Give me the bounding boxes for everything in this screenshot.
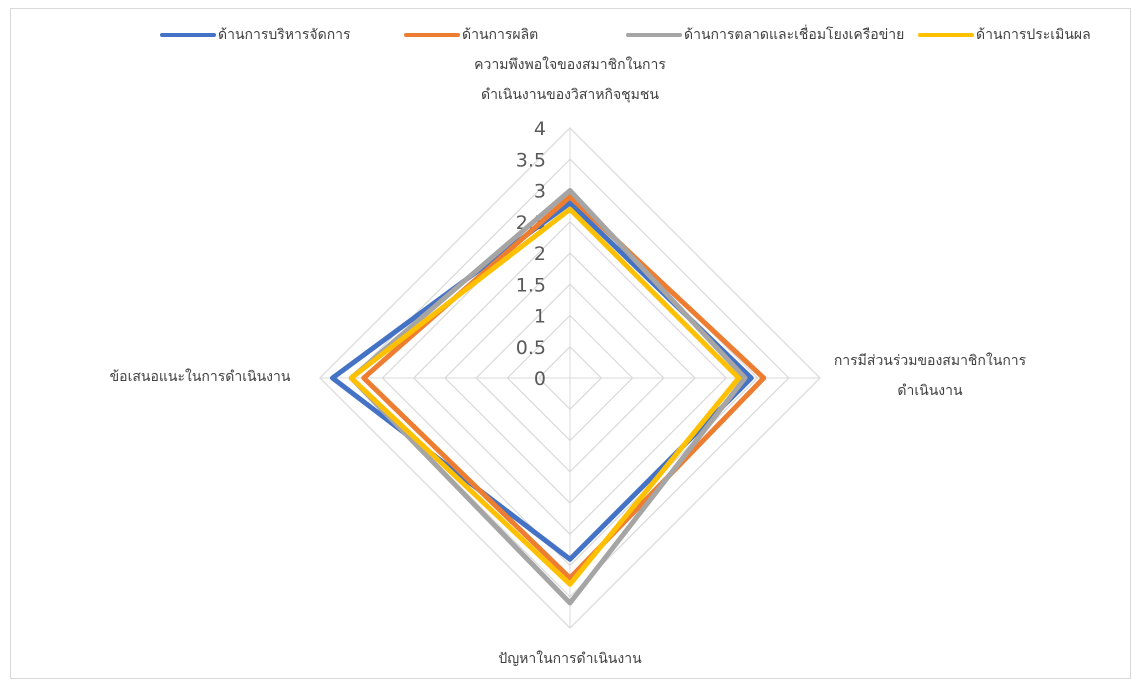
tick-label: 1 — [534, 306, 546, 328]
tick-label: 4 — [534, 118, 546, 140]
tick-label: 3.5 — [516, 149, 546, 171]
tick-label: 2 — [534, 243, 546, 265]
legend-swatch — [404, 33, 460, 37]
category-label-line: ความพึงพอใจของสมาชิกในการ — [474, 57, 666, 73]
tick-label: 3 — [534, 181, 546, 203]
category-label-line: ดำเนินงานของวิสาหกิจชุมชน — [481, 87, 659, 103]
category-label-line: การมีส่วนร่วมของสมาชิกในการ — [833, 353, 1027, 369]
category-label-line: ข้อเสนอแนะในการดำเนินงาน — [109, 369, 291, 385]
category-label: ข้อเสนอแนะในการดำเนินงาน — [80, 362, 320, 392]
tick-label: 0.5 — [516, 337, 546, 359]
category-label: ความพึงพอใจของสมาชิกในการดำเนินงานของวิส… — [420, 50, 720, 110]
legend-swatch — [160, 33, 216, 37]
tick-labels: 00.511.522.533.54 — [516, 118, 546, 390]
tick-label: 0 — [534, 368, 546, 390]
legend-swatch — [918, 33, 974, 37]
series-line — [348, 206, 742, 587]
category-label-line: ปัญหาในการดำเนินงาน — [498, 651, 642, 667]
legend-item: ด้านการบริหารจัดการ — [160, 24, 351, 46]
legend-label: ด้านการตลาดและเชื่อมโยงเครือข่าย — [684, 27, 905, 43]
grid — [319, 127, 821, 629]
tick-label: 1.5 — [516, 274, 546, 296]
legend-swatch — [626, 33, 682, 37]
category-label: การมีส่วนร่วมของสมาชิกในการดำเนินงาน — [780, 346, 1080, 406]
series-line — [348, 188, 748, 606]
category-label: ปัญหาในการดำเนินงาน — [420, 644, 720, 674]
legend-item: ด้านการตลาดและเชื่อมโยงเครือข่าย — [626, 24, 904, 46]
legend: ด้านการบริหารจัดการ ด้านการผลิต ด้านการตลา… — [0, 24, 1133, 44]
category-label-line: ดำเนินงาน — [897, 383, 963, 399]
legend-label: ด้านการผลิต — [462, 27, 539, 43]
legend-item: ด้านการผลิต — [404, 24, 538, 46]
chart-area — [10, 8, 1131, 679]
legend-item: ด้านการประเมินผล — [918, 24, 1091, 46]
legend-label: ด้านการบริหารจัดการ — [218, 27, 351, 43]
legend-label: ด้านการประเมินผล — [976, 27, 1091, 43]
